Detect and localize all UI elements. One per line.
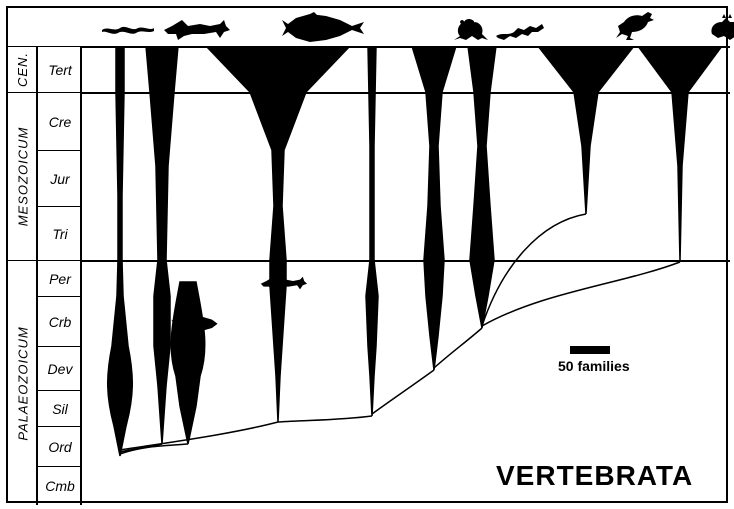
mammalia-spindle xyxy=(638,46,722,262)
amphibia-spindle xyxy=(412,46,456,370)
period-dev: Dev xyxy=(38,346,82,390)
era-boundary-meso-paleo xyxy=(82,260,730,262)
era-cenozoic: CEN. xyxy=(8,46,38,92)
amphibia-branch xyxy=(372,370,434,414)
era-boundary-cen-meso xyxy=(82,92,730,94)
spindle-chart: 50 families VERTEBRATA xyxy=(82,46,730,505)
period-label: Crb xyxy=(49,314,72,330)
scale-label: 50 families xyxy=(558,358,630,374)
era-paleozoic: PALAEOZOICUM xyxy=(8,260,38,505)
chond-spindle xyxy=(146,46,178,444)
scale-bar xyxy=(570,346,610,354)
period-label: Sil xyxy=(52,401,68,417)
period-label: Dev xyxy=(48,361,73,377)
lizard-icon xyxy=(494,18,546,40)
period-sil: Sil xyxy=(38,390,82,426)
era-boundary-icons xyxy=(82,46,730,48)
period-label: Cmb xyxy=(45,478,75,494)
period-column: Tert Cre Jur Tri Per Crb Dev Sil Ord Cmb xyxy=(38,46,82,505)
reptilia-spindle xyxy=(468,46,496,328)
period-label: Tert xyxy=(48,62,72,78)
period-label: Ord xyxy=(48,439,71,455)
sarco-spindle xyxy=(366,46,378,416)
frog-icon xyxy=(452,16,492,42)
actino-spindle xyxy=(206,46,350,422)
period-cre: Cre xyxy=(38,92,82,150)
taxa-icons xyxy=(82,8,730,46)
shark-icon xyxy=(160,16,232,42)
era-label: CEN. xyxy=(16,52,31,87)
mammal-icon xyxy=(708,14,734,42)
period-label: Tri xyxy=(52,226,67,242)
period-tert: Tert xyxy=(38,46,82,92)
era-mesozoic: MESOZOICUM xyxy=(8,92,38,260)
sarco-branch xyxy=(278,416,372,422)
bird-icon xyxy=(612,10,668,44)
era-column: CEN. MESOZOICUM PALAEOZOICUM xyxy=(8,46,38,505)
period-label: Per xyxy=(49,271,71,287)
era-label: PALAEOZOICUM xyxy=(16,326,31,440)
placoderm-spindle xyxy=(171,282,204,444)
period-label: Cre xyxy=(49,114,72,130)
aves-spindle xyxy=(538,46,634,214)
period-cmb: Cmb xyxy=(38,466,82,505)
period-crb: Crb xyxy=(38,296,82,346)
diagram-frame: CEN. MESOZOICUM PALAEOZOICUM Tert Cre Ju… xyxy=(6,6,728,503)
period-label: Jur xyxy=(50,171,69,187)
fish-icon xyxy=(280,12,368,44)
lamprey-icon xyxy=(100,22,156,38)
chart-title: VERTEBRATA xyxy=(496,460,693,492)
mammalia-branch xyxy=(482,262,680,326)
era-label: MESOZOICUM xyxy=(16,127,31,227)
reptilia-branch xyxy=(434,328,482,368)
period-tri: Tri xyxy=(38,206,82,260)
actino-branch xyxy=(120,422,278,450)
aves-branch xyxy=(482,214,586,326)
period-ord: Ord xyxy=(38,426,82,466)
agnatha-spindle xyxy=(108,46,133,456)
period-per: Per xyxy=(38,260,82,296)
period-jur: Jur xyxy=(38,150,82,206)
